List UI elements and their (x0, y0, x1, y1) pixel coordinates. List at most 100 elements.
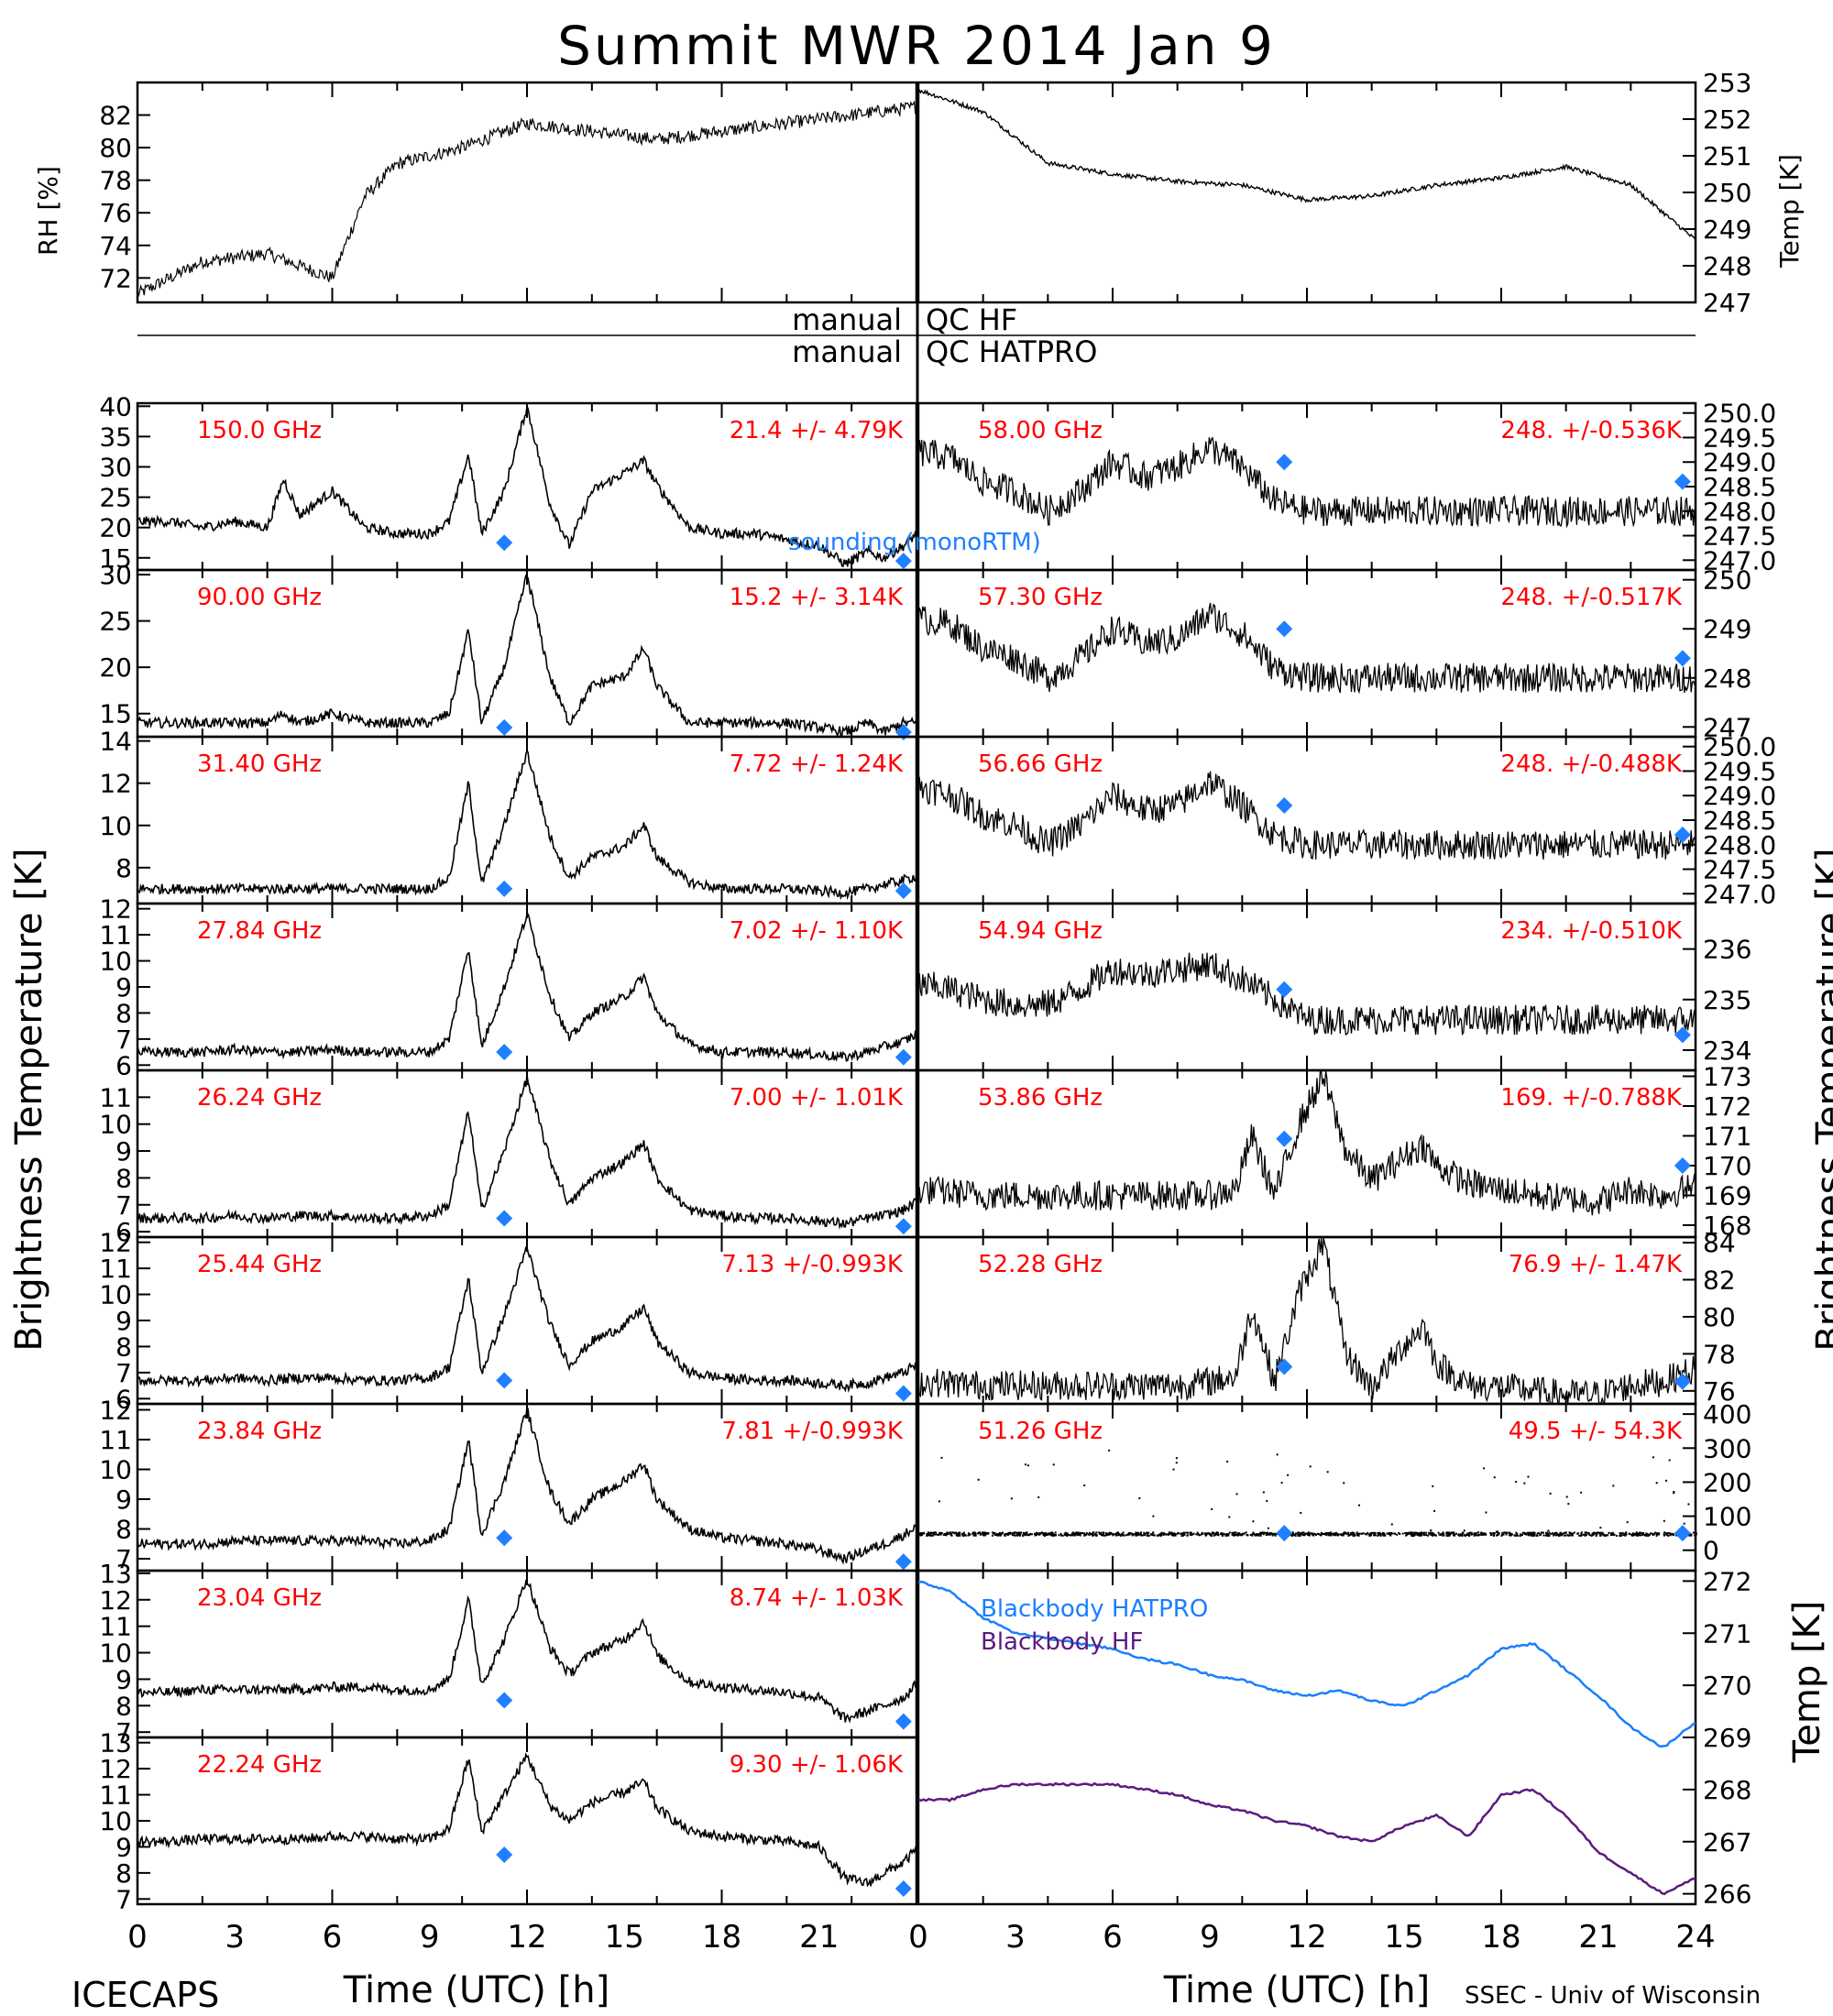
data-point (1653, 1533, 1656, 1536)
data-point (1128, 1531, 1131, 1534)
data-point (1297, 1531, 1300, 1534)
data-point (1334, 1534, 1336, 1537)
data-point (1306, 1532, 1309, 1535)
data-point (1088, 1531, 1091, 1534)
data-point (1217, 1531, 1219, 1534)
data-point (1051, 1534, 1054, 1537)
data-point (1141, 1534, 1144, 1537)
data-point (1607, 1534, 1609, 1537)
stats-label: 15.2 +/- 3.14K (730, 584, 904, 611)
data-point (1416, 1533, 1419, 1536)
y-tick-label: 247 (1703, 288, 1751, 318)
data-point (1174, 1534, 1177, 1537)
data-point (1357, 1532, 1360, 1535)
data-point (1100, 1533, 1103, 1536)
y-tick-label: 10 (99, 811, 132, 841)
frequency-label: 26.24 GHz (197, 1084, 322, 1112)
data-point (1011, 1532, 1014, 1535)
y-tick-label: 236 (1703, 935, 1751, 965)
data-point (1612, 1485, 1615, 1487)
data-point (1613, 1534, 1616, 1537)
legend-bb-hf: Blackbody HF (981, 1628, 1143, 1656)
data-point (955, 1534, 958, 1537)
data-point (1371, 1531, 1374, 1534)
data-point (1390, 1523, 1393, 1526)
data-point (1372, 1534, 1375, 1537)
data-point (1007, 1533, 1010, 1536)
data-point (1547, 1534, 1550, 1537)
data-point (1274, 1534, 1277, 1537)
series-line (917, 602, 1696, 695)
data-point (1309, 1465, 1312, 1468)
data-point (1562, 1532, 1564, 1535)
data-point (1220, 1531, 1223, 1534)
y-tick-label: 270 (1703, 1671, 1751, 1701)
data-point (1437, 1531, 1440, 1534)
y-tick-label: 8 (115, 998, 132, 1028)
panels: 7274767880822472482492502512522531520253… (99, 68, 1776, 1956)
data-point (1268, 1533, 1271, 1536)
y-tick-label: 171 (1703, 1122, 1751, 1152)
data-point (1147, 1532, 1149, 1535)
data-point (1302, 1533, 1305, 1536)
data-point (1452, 1532, 1454, 1535)
data-point (996, 1533, 999, 1536)
data-point (1316, 1532, 1319, 1535)
data-point (1425, 1531, 1428, 1534)
data-point (1301, 1531, 1303, 1534)
series-line (137, 1752, 917, 1888)
data-point (1665, 1532, 1668, 1535)
data-point (1198, 1534, 1201, 1537)
data-point (1152, 1531, 1155, 1534)
data-point (1593, 1531, 1596, 1534)
data-point (1388, 1533, 1390, 1536)
data-point (1168, 1531, 1170, 1534)
data-point (946, 1531, 949, 1534)
data-point (1267, 1527, 1269, 1529)
data-point (938, 1500, 940, 1503)
data-point (1523, 1482, 1526, 1485)
data-point (1527, 1533, 1530, 1536)
data-point (1597, 1531, 1599, 1534)
data-point (1099, 1532, 1102, 1535)
data-point (1405, 1532, 1408, 1535)
x-tick-label: 18 (702, 1919, 741, 1956)
sounding-marker (1674, 1525, 1691, 1542)
data-point (1564, 1534, 1567, 1537)
y-tick-label: 271 (1703, 1618, 1751, 1649)
series-line (137, 574, 917, 739)
data-point (1146, 1534, 1148, 1537)
series-line (137, 1406, 917, 1565)
data-point (1492, 1531, 1495, 1534)
data-point (1587, 1532, 1590, 1535)
data-point (1125, 1534, 1127, 1537)
stats-label: 248. +/-0.488K (1500, 751, 1683, 778)
data-point (950, 1534, 953, 1537)
data-point (1388, 1533, 1391, 1536)
y-tick-label: 12 (99, 1585, 132, 1616)
data-point (968, 1533, 971, 1536)
data-point (1183, 1531, 1186, 1534)
y-tick-label: 251 (1703, 141, 1751, 171)
sounding-marker (1276, 1525, 1293, 1542)
y-tick-label: 6 (115, 1384, 132, 1414)
y-tick-label: 0 (1703, 1536, 1719, 1566)
data-point (1167, 1533, 1169, 1536)
data-point (1134, 1533, 1136, 1536)
data-point (1485, 1511, 1487, 1514)
data-point (1625, 1531, 1628, 1534)
data-point (1417, 1534, 1420, 1537)
right-axis-title: Brightness Temperature [K] (1809, 848, 1833, 1351)
data-point (1121, 1532, 1124, 1535)
data-point (1657, 1533, 1660, 1536)
sounding-marker (496, 1210, 513, 1227)
data-point (921, 1532, 924, 1535)
data-point (1039, 1532, 1042, 1535)
data-point (1312, 1534, 1315, 1537)
y-tick-label: 6 (115, 1050, 132, 1080)
data-point (1312, 1532, 1314, 1535)
data-point (1666, 1533, 1669, 1536)
y-tick-label: 248 (1703, 251, 1751, 281)
data-point (1520, 1533, 1522, 1536)
data-point (1631, 1534, 1634, 1537)
